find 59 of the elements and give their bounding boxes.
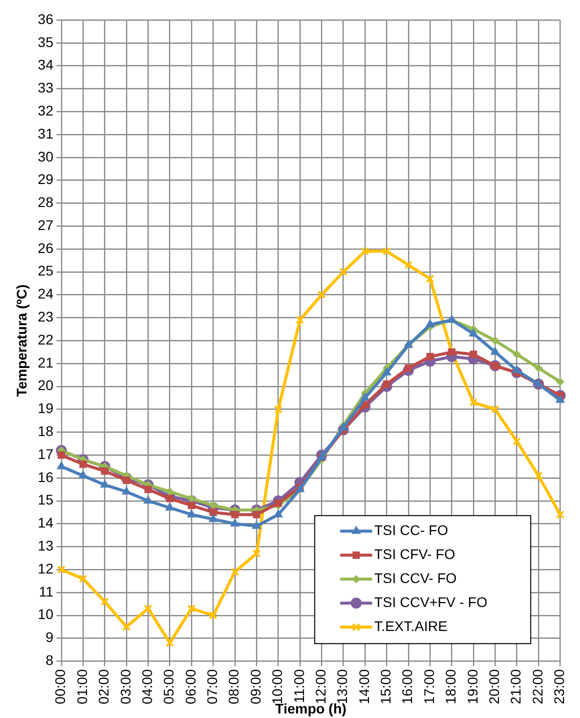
y-tick-label: 24 [38,286,54,302]
x-tick-label: 05:00 [160,668,177,704]
y-tick-label: 19 [38,400,54,416]
y-tick-label: 26 [38,240,54,256]
x-tick-label: 15:00 [378,668,394,704]
x-tick-label: 00:00 [52,668,68,704]
y-axis-title: Temperatura (ºC) [13,284,30,397]
x-tick-label: 10:00 [269,668,286,704]
legend-label: T.EXT.AIRE [374,618,448,634]
x-tick-label: 18:00 [442,668,459,704]
y-tick-label: 35 [38,34,54,50]
legend-label: TSI CCV- FO [374,570,457,586]
x-tick-label: 03:00 [117,668,134,704]
x-tick-label: 12:00 [312,668,328,704]
y-tick-label: 11 [38,583,54,600]
y-tick-label: 10 [38,606,54,622]
y-tick-label: 17 [38,446,54,462]
x-tick-label: 22:00 [529,668,546,704]
y-tick-label: 31 [38,125,54,142]
x-tick-label: 01:00 [74,668,90,704]
y-tick-label: 8 [46,652,54,668]
x-tick-label: 08:00 [226,668,242,704]
x-tick-label: 11:00 [290,668,307,704]
y-tick-label: 15 [38,492,54,508]
x-tick-label: 02:00 [96,668,112,704]
x-tick-label: 13:00 [334,668,350,704]
y-tick-label: 22 [38,331,54,348]
x-tick-label: 04:00 [138,668,155,704]
x-tick-label: 21:00 [508,668,524,704]
y-tick-label: 32 [38,102,54,118]
x-tick-label: 06:00 [182,668,198,704]
x-tick-label: 16:00 [399,668,416,704]
y-tick-label: 33 [38,80,54,96]
y-tick-label: 12 [38,560,54,576]
y-tick-label: 21 [38,354,54,370]
x-tick-label: 14:00 [356,668,372,704]
y-tick-label: 18 [38,423,54,440]
y-tick-label: 23 [38,308,54,325]
legend-label: TSI CC- FO [374,522,448,538]
x-tick-label: 23:00 [551,668,568,704]
x-tick-label: 19:00 [464,668,480,704]
y-tick-label: 16 [38,468,54,485]
x-tick-label: 07:00 [204,668,220,704]
y-tick-label: 34 [38,56,54,73]
y-tick-label: 36 [38,10,54,27]
y-tick-label: 13 [38,538,54,554]
y-tick-label: 14 [38,514,54,531]
legend-label: TSI CFV- FO [374,546,456,562]
x-tick-label: 17:00 [420,668,437,704]
y-tick-label: 29 [38,171,54,188]
y-tick-label: 20 [38,377,54,394]
y-tick-label: 27 [38,216,54,233]
x-tick-label: 09:00 [247,668,264,704]
x-tick-label: 20:00 [486,668,502,704]
legend-label: TSI CCV+FV - FO [374,594,488,610]
y-tick-label: 28 [38,194,54,210]
y-tick-label: 30 [38,148,54,164]
y-tick-label: 25 [38,262,54,279]
y-tick-label: 9 [46,629,54,646]
